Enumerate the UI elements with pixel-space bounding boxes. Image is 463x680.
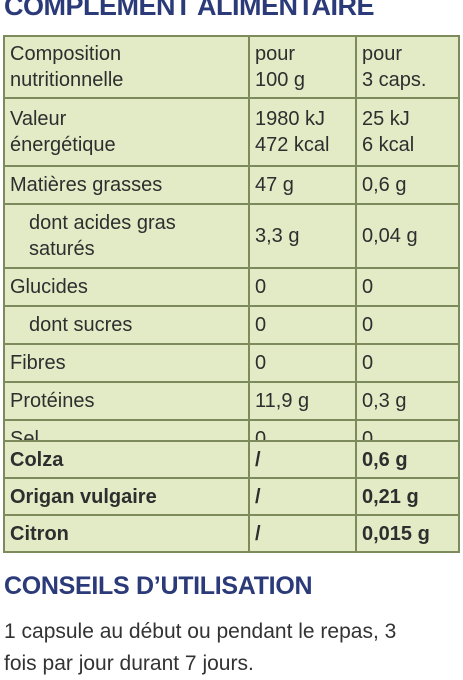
table-cell: 0,3 g — [355, 381, 460, 421]
table-cell: 0 — [248, 267, 357, 307]
table-cell: 0,04 g — [355, 203, 460, 269]
table-row: Colza/0,6 g — [3, 440, 460, 479]
table-cell: Matières grasses — [3, 165, 250, 205]
table-cell: pour 100 g — [248, 35, 357, 99]
table-cell: 0 — [355, 305, 460, 345]
table-cell: Protéines — [3, 381, 250, 421]
table-row: Glucides 0 0 — [3, 267, 460, 307]
nutrition-table: Composition nutritionnelle pour 100 g pour… — [3, 35, 460, 459]
table-cell: 11,9 g — [248, 381, 357, 421]
table-cell: Glucides — [3, 267, 250, 307]
table-row: Matières grasses 47 g 0,6 g — [3, 165, 460, 205]
table-cell: 0,6 g — [355, 440, 460, 479]
table-cell: / — [248, 440, 357, 479]
title: COMPLÉMENT ALIMENTAIRE — [4, 0, 374, 21]
table-cell: 25 kJ 6 kcal — [355, 97, 460, 167]
table-cell: 0,015 g — [355, 514, 460, 553]
table-cell: 3,3 g — [248, 203, 357, 269]
table-cell: 0 — [248, 343, 357, 383]
table-row: Citron/0,015 g — [3, 514, 460, 553]
table-cell: Composition nutritionnelle — [3, 35, 250, 99]
ingredients-table: Colza/0,6 g Origan vulgaire/0,21 g Citron /… — [3, 440, 460, 553]
table-row: Composition nutritionnelle pour 100 g pour… — [3, 35, 460, 99]
table-cell: pour 3 caps. — [355, 35, 460, 99]
usage-title: CONSEILS D’UTILISATION — [4, 572, 313, 600]
table-row: Origan vulgaire/0,21 g — [3, 477, 460, 516]
table-row: Fibres 0 0 — [3, 343, 460, 383]
table-cell: 0 — [355, 343, 460, 383]
table-cell: 0,6 g — [355, 165, 460, 205]
table-row: dont sucres 0 0 — [3, 305, 460, 345]
table-row: Protéines 11,9 g 0,3 g — [3, 381, 460, 421]
table-cell: 47 g — [248, 165, 357, 205]
table-cell: Origan vulgaire — [3, 477, 250, 516]
table-cell: Valeur énergétique — [3, 97, 250, 167]
table-cell: Citron — [3, 514, 250, 553]
table-cell: / — [248, 477, 357, 516]
table-cell: 0 — [248, 305, 357, 345]
table-cell: Fibres — [3, 343, 250, 383]
table-cell: 0 — [355, 267, 460, 307]
table-cell: dont acides gras saturés — [3, 203, 250, 269]
table-cell: 0,21 g — [355, 477, 460, 516]
table-cell: dont sucres — [3, 305, 250, 345]
table-cell: 1980 kJ 472 kcal — [248, 97, 357, 167]
table-cell: / — [248, 514, 357, 553]
usage-text: 1 capsule au début ou pendant le repas, … — [4, 620, 397, 675]
table-row: dont acides gras saturés 3,3 g 0,04 g — [3, 203, 460, 269]
table-cell: Colza — [3, 440, 250, 479]
table-row: Valeur énergétique 1980 kJ 472 kcal 25 kJ … — [3, 97, 460, 167]
